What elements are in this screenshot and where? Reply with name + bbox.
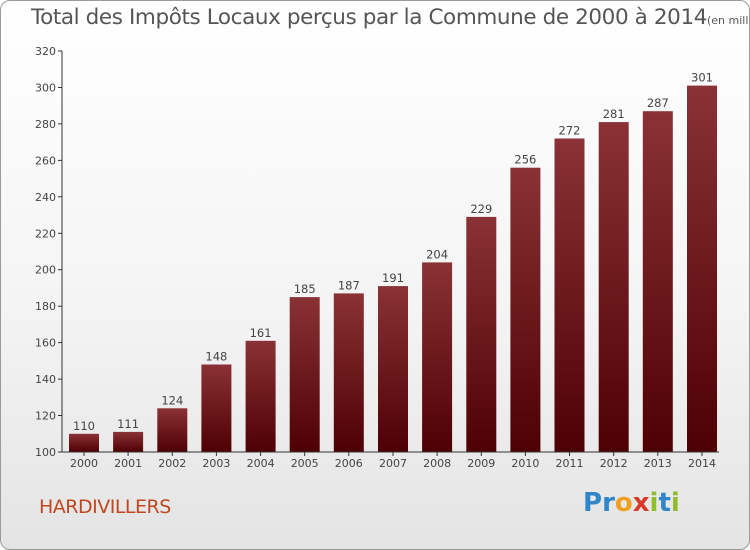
value-label-2011: 272	[559, 124, 581, 138]
value-label-2004: 161	[250, 326, 272, 340]
x-tick-label-2010: 2010	[511, 457, 539, 470]
x-tick-label-2003: 2003	[202, 457, 230, 470]
y-tick-label-140: 140	[35, 373, 56, 386]
logo-letter: o	[614, 488, 633, 518]
bar-2010	[510, 167, 541, 452]
x-tick-label-2008: 2008	[423, 457, 451, 470]
proxiti-logo[interactable]: Proxiti	[583, 488, 680, 518]
bar-2005	[289, 297, 320, 452]
bar-2003	[201, 364, 232, 452]
value-label-2007: 191	[382, 271, 404, 285]
value-label-2006: 187	[338, 278, 360, 292]
x-tick-label-2000: 2000	[70, 457, 98, 470]
x-tick-label-2007: 2007	[379, 457, 407, 470]
bar-2011	[554, 138, 585, 452]
chart-subtitle: (en milliers d'€)	[707, 14, 749, 27]
y-tick-label-120: 120	[35, 410, 56, 423]
bar-2004	[245, 340, 276, 452]
y-tick-label-260: 260	[35, 154, 56, 167]
x-tick-label-2013: 2013	[644, 457, 672, 470]
value-label-2005: 185	[294, 282, 316, 296]
bar-2001	[113, 431, 144, 452]
bar-2007	[378, 286, 408, 452]
value-label-2013: 287	[647, 96, 669, 110]
logo-letter: x	[632, 488, 650, 518]
value-label-2001: 111	[117, 417, 139, 431]
value-label-2012: 281	[603, 107, 625, 121]
bar-2000	[69, 433, 99, 452]
y-tick-label-100: 100	[35, 446, 56, 459]
bar-2013	[642, 111, 673, 452]
bars-group: 110 111 124 148 161 185 187 191 204 229 256 272 281 2…	[69, 71, 717, 452]
y-tick-label-220: 220	[35, 227, 56, 240]
value-label-2000: 110	[73, 419, 95, 433]
y-tick-label-160: 160	[35, 337, 56, 350]
y-tick-label-280: 280	[35, 118, 56, 131]
bar-2014	[687, 85, 717, 452]
logo-letter: i	[670, 488, 680, 518]
bar-2002	[157, 408, 188, 452]
value-label-2008: 204	[426, 247, 448, 261]
value-label-2003: 148	[205, 350, 227, 364]
logo-letter: i	[649, 488, 659, 518]
bar-2008	[422, 262, 453, 452]
y-tick-label-180: 180	[35, 300, 56, 313]
logo-letter: P	[583, 488, 603, 518]
x-tick-label-2014: 2014	[688, 457, 716, 470]
y-tick-label-320: 320	[35, 45, 56, 58]
value-label-2002: 124	[161, 393, 183, 407]
y-tick-label-240: 240	[35, 191, 56, 204]
chart-title: Total des Impôts Locaux perçus par la Co…	[31, 5, 749, 30]
y-tick-label-300: 300	[35, 82, 56, 95]
x-tick-label-2001: 2001	[114, 457, 142, 470]
bar-2009	[466, 216, 497, 452]
y-tick-label-200: 200	[35, 264, 56, 277]
x-tick-label-2012: 2012	[600, 457, 628, 470]
bar-2012	[598, 122, 629, 452]
bar-2006	[333, 293, 364, 452]
x-tick-label-2005: 2005	[291, 457, 319, 470]
x-tick-label-2004: 2004	[247, 457, 275, 470]
logo-letter: t	[658, 488, 671, 518]
axes-group: 2000 2001 2002 2003 2004 2005 2006 2007 2008 2009…	[35, 45, 719, 470]
x-tick-label-2009: 2009	[467, 457, 495, 470]
value-label-2014: 301	[691, 71, 713, 85]
x-tick-label-2002: 2002	[158, 457, 186, 470]
chart-title-text: Total des Impôts Locaux perçus par la Co…	[31, 5, 707, 30]
x-tick-label-2006: 2006	[335, 457, 363, 470]
commune-name: HARDIVILLERS	[39, 496, 171, 518]
x-tick-label-2011: 2011	[556, 457, 584, 470]
value-label-2009: 229	[470, 202, 492, 216]
value-label-2010: 256	[514, 153, 536, 167]
logo-letter: r	[602, 488, 615, 518]
